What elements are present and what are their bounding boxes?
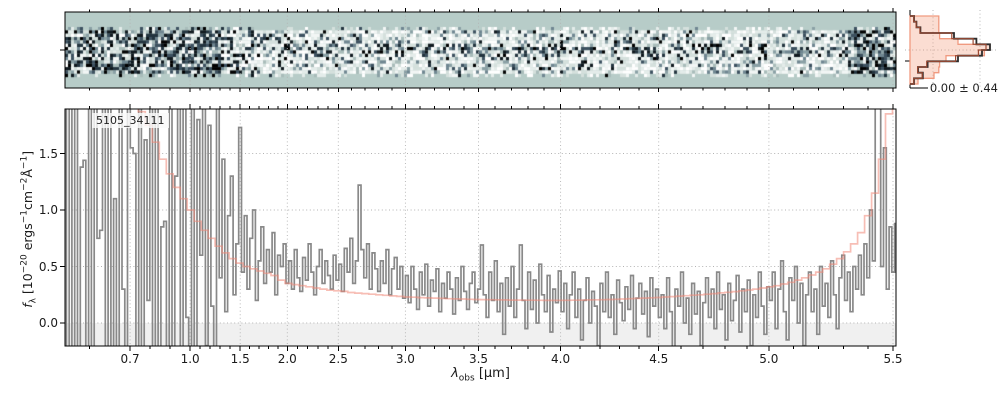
x-tick-label: 4.0 [551,352,571,366]
uncertainty-line [137,109,894,302]
y-tick-label: 0.5 [38,259,58,274]
x-tick-label: 2.0 [277,352,297,366]
x-tick-label: 1.0 [180,352,200,366]
x-tick-label: 4.5 [649,352,669,366]
hist-outline2-series [910,15,987,85]
x-tick-label: 3.5 [468,352,489,366]
2d-spectrum-panel [65,12,896,88]
main-panel-border [64,108,897,347]
source-id-label: 5105_34111 [92,113,169,128]
y-tick-label: 0.0 [38,316,58,330]
x-axis-label: λobs [μm] [0,366,961,384]
2d-panel-border [64,11,897,89]
histogram-stats-label: 0.00 ± 0.44 [929,81,998,95]
x-axis-symbol: λ [451,366,459,381]
x-axis-subscript: obs [458,373,475,384]
x-tick-label: 3.0 [395,352,415,366]
x-tick-label: 5.0 [759,352,779,366]
below-zero-band [65,323,896,346]
y-tick-label: 1.0 [38,203,58,217]
y-axis-symbol: f [19,303,35,308]
x-tick-label: 0.7 [120,352,140,366]
y-tick-label: 1.5 [38,146,58,161]
flux-spectrum-line [65,109,896,346]
y-axis-subscript: λ [28,298,39,304]
x-tick-label: 1.5 [230,352,250,366]
x-axis-unit: [μm] [474,366,510,381]
x-tick-label: 5.5 [883,352,903,366]
x-tick-label: 2.5 [328,352,348,366]
